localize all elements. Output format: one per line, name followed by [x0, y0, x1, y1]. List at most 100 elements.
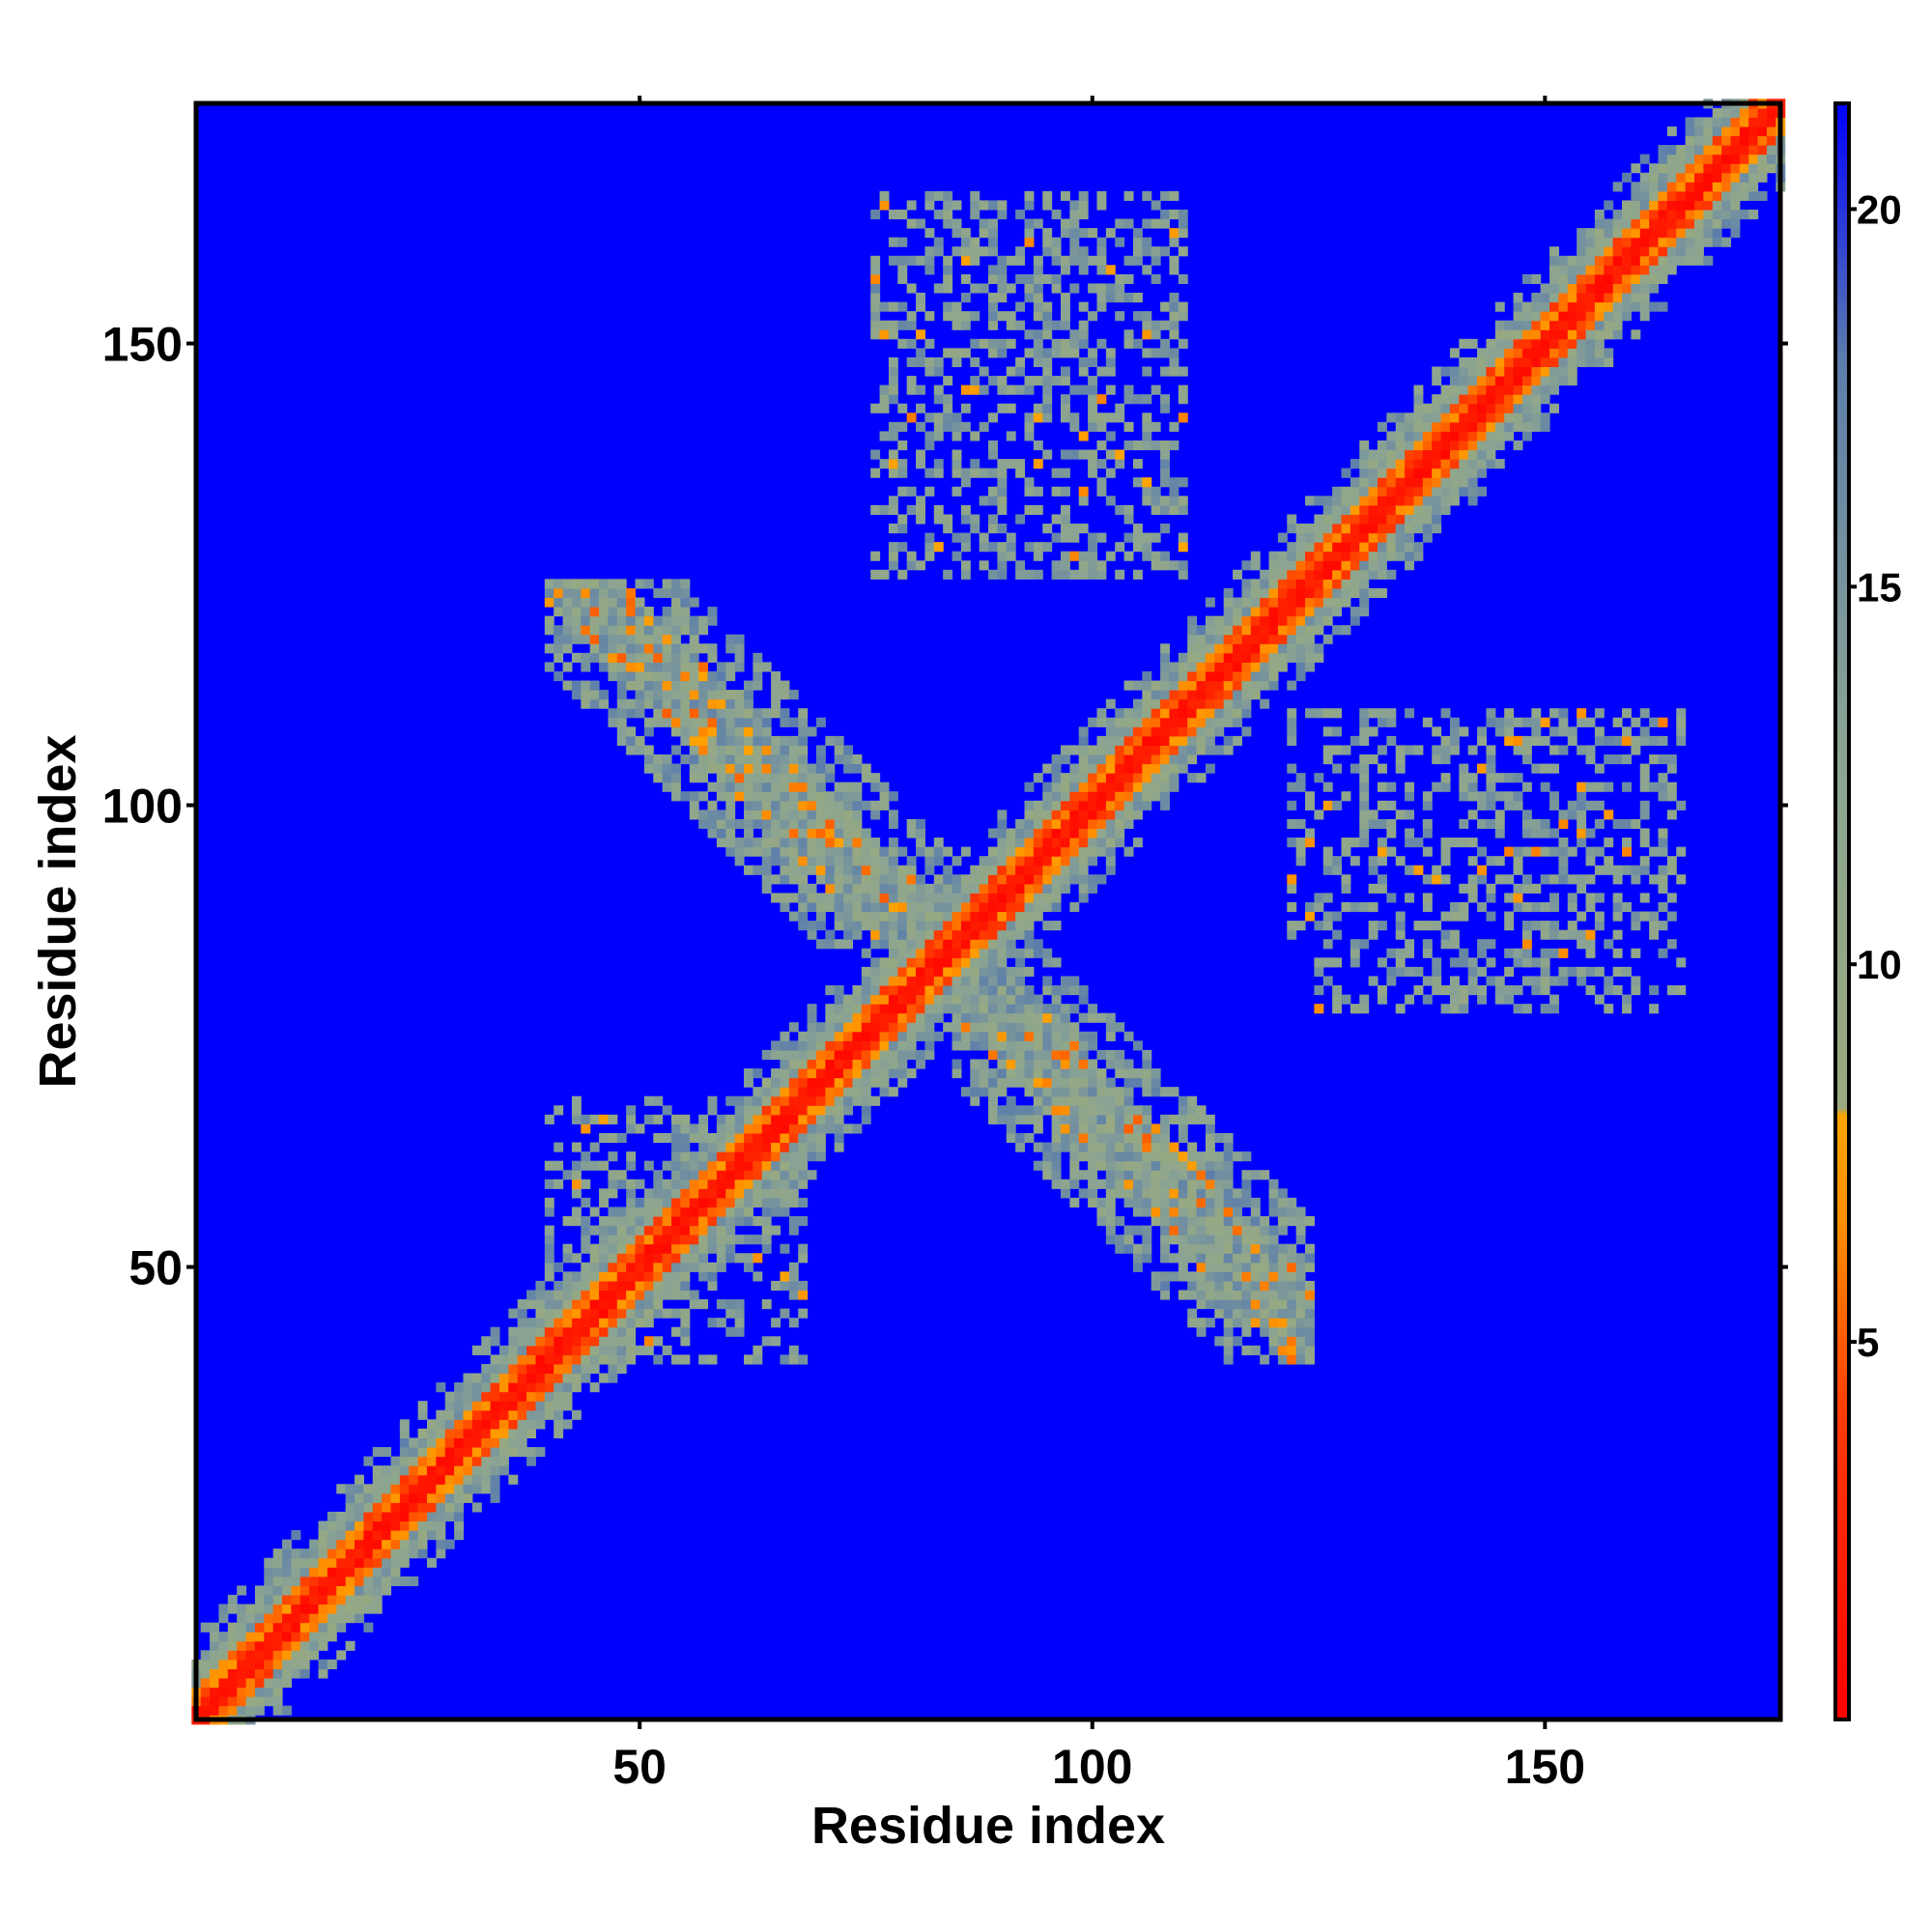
heatmap-cell — [1287, 514, 1297, 525]
heatmap-cell — [535, 1280, 546, 1292]
heatmap-cell — [1096, 717, 1107, 727]
heatmap-cell — [1467, 412, 1478, 423]
heatmap-cell — [1295, 1216, 1306, 1227]
heatmap-cell — [1151, 717, 1161, 727]
heatmap-cell — [1250, 652, 1261, 663]
heatmap-cell — [1051, 754, 1062, 765]
heatmap-cell — [1250, 587, 1261, 599]
heatmap-cell — [780, 1087, 790, 1097]
heatmap-cell — [1115, 542, 1125, 553]
heatmap-cell — [952, 459, 962, 469]
heatmap-cell — [916, 1022, 925, 1033]
heatmap-cell — [1088, 1031, 1098, 1041]
heatmap-cell — [1169, 1170, 1179, 1180]
heatmap-cell — [589, 680, 600, 691]
heatmap-cell — [1250, 670, 1261, 682]
heatmap-cell — [535, 1419, 546, 1430]
heatmap-cell — [771, 1197, 781, 1208]
heatmap-cell — [1160, 800, 1170, 810]
heatmap-cell — [571, 1105, 582, 1116]
heatmap-cell — [716, 1114, 726, 1124]
heatmap-cell — [1069, 1031, 1080, 1041]
heatmap-cell — [1088, 1040, 1098, 1051]
heatmap-cell — [943, 901, 953, 913]
heatmap-cell — [1459, 791, 1469, 802]
heatmap-cell — [1378, 846, 1387, 857]
heatmap-cell — [979, 200, 989, 211]
heatmap-cell — [599, 652, 609, 663]
heatmap-cell — [1169, 237, 1179, 247]
heatmap-cell — [1178, 717, 1188, 727]
heatmap-cell — [1449, 911, 1460, 922]
heatmap-cell — [1350, 579, 1360, 589]
heatmap-cell — [1332, 579, 1343, 589]
heatmap-cell — [1142, 218, 1152, 229]
heatmap-cell — [1467, 421, 1478, 432]
heatmap-cell — [1341, 524, 1351, 534]
heatmap-cell — [1350, 551, 1360, 561]
heatmap-cell — [888, 542, 898, 553]
heatmap-cell — [888, 459, 898, 469]
heatmap-cell — [1033, 1012, 1043, 1023]
heatmap-cell — [888, 883, 898, 894]
heatmap-cell — [1096, 440, 1107, 451]
heatmap-cell — [336, 1557, 347, 1568]
heatmap-cell — [1178, 1123, 1188, 1134]
heatmap-cell — [1432, 366, 1442, 377]
heatmap-cell — [1459, 818, 1469, 830]
heatmap-cell — [1169, 1188, 1179, 1199]
heatmap-cell — [1322, 781, 1333, 792]
heatmap-cell — [707, 690, 718, 700]
heatmap-cell — [1205, 634, 1215, 644]
heatmap-cell — [1061, 190, 1070, 201]
heatmap-cell — [725, 754, 736, 765]
heatmap-cell — [1477, 421, 1487, 432]
heatmap-cell — [571, 1114, 582, 1124]
heatmap-cell — [879, 1049, 890, 1061]
heatmap-cell — [517, 1419, 527, 1430]
heatmap-cell — [1096, 246, 1107, 257]
heatmap-cell — [254, 1687, 265, 1697]
heatmap-cell — [1440, 773, 1451, 783]
heatmap-cell — [1459, 449, 1469, 460]
heatmap-cell — [581, 579, 591, 589]
heatmap-cell — [1078, 1059, 1089, 1069]
heatmap-cell — [372, 1502, 383, 1513]
heatmap-cell — [1214, 670, 1225, 682]
heatmap-cell — [282, 1594, 292, 1605]
heatmap-cell — [861, 838, 871, 848]
heatmap-cell — [1214, 1308, 1225, 1319]
heatmap-cell — [870, 810, 881, 820]
heatmap-cell — [1378, 587, 1387, 599]
heatmap-cell — [698, 680, 709, 691]
heatmap-cell — [698, 1123, 709, 1134]
heatmap-cell — [1549, 921, 1559, 931]
heatmap-cell — [1123, 680, 1134, 691]
heatmap-cell — [454, 1409, 465, 1420]
heatmap-cell — [952, 320, 962, 330]
heatmap-cell — [264, 1668, 274, 1679]
heatmap-cell — [834, 1059, 844, 1069]
heatmap-cell — [554, 652, 564, 663]
heatmap-cell — [1096, 200, 1107, 211]
heatmap-cell — [1250, 1345, 1261, 1355]
heatmap-cell — [1142, 542, 1152, 553]
heatmap-cell — [689, 1188, 699, 1199]
heatmap-cell — [1069, 1022, 1080, 1033]
heatmap-cell — [1467, 468, 1478, 478]
heatmap-cell — [888, 255, 898, 266]
heatmap-cell — [680, 1262, 691, 1272]
heatmap-cell — [1378, 449, 1387, 460]
heatmap-cell — [1132, 1179, 1143, 1189]
heatmap-cell — [943, 403, 953, 413]
heatmap-cell — [1024, 1077, 1035, 1088]
heatmap-cell — [952, 421, 962, 432]
heatmap-cell — [771, 773, 781, 783]
heatmap-cell — [1449, 717, 1460, 727]
heatmap-cell — [218, 1604, 229, 1614]
heatmap-cell — [1332, 569, 1343, 580]
heatmap-cell — [1132, 1197, 1143, 1208]
heatmap-cell — [1169, 1271, 1179, 1282]
heatmap-cell — [879, 1004, 890, 1014]
heatmap-cell — [897, 1059, 908, 1069]
